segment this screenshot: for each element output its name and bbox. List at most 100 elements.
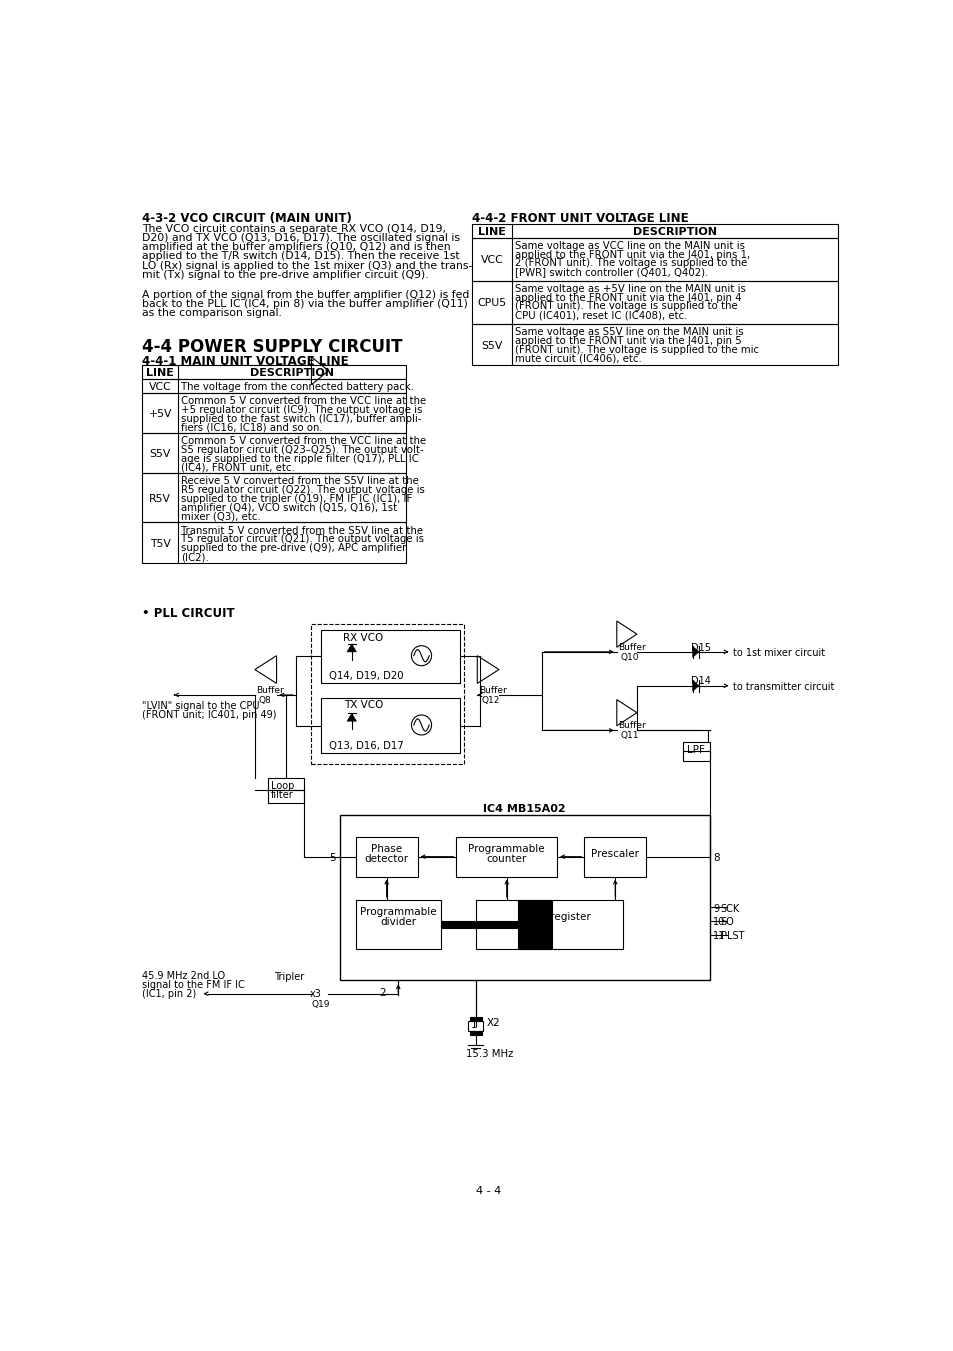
- Text: (IC2).: (IC2).: [181, 553, 209, 562]
- Bar: [142, 473, 406, 523]
- Text: Common 5 V converted from the VCC line at the: Common 5 V converted from the VCC line a…: [181, 396, 426, 407]
- Text: applied to the FRONT unit via the J401, pin 5: applied to the FRONT unit via the J401, …: [515, 336, 741, 346]
- Text: applied to the T/R switch (D14, D15). Then the receive 1st: applied to the T/R switch (D14, D15). Th…: [142, 251, 459, 262]
- Text: Prescaler: Prescaler: [591, 848, 639, 859]
- Text: [PWR] switch controller (Q401, Q402).: [PWR] switch controller (Q401, Q402).: [515, 267, 708, 277]
- Text: Programmable: Programmable: [468, 844, 544, 854]
- Text: S5 regulator circuit (Q23–Q25). The output volt-: S5 regulator circuit (Q23–Q25). The outp…: [181, 444, 423, 455]
- Text: 4-4 POWER SUPPLY CIRCUIT: 4-4 POWER SUPPLY CIRCUIT: [142, 338, 402, 355]
- Text: Tripler: Tripler: [274, 973, 304, 982]
- Text: Q13, D16, D17: Q13, D16, D17: [329, 742, 404, 751]
- Bar: [472, 324, 838, 365]
- Text: Programmable: Programmable: [359, 908, 436, 917]
- Text: 2: 2: [379, 988, 386, 997]
- Text: Q12: Q12: [480, 696, 499, 705]
- Text: DESCRIPTION: DESCRIPTION: [250, 369, 334, 378]
- Text: 15.3 MHz: 15.3 MHz: [466, 1050, 514, 1059]
- Polygon shape: [692, 681, 699, 692]
- Text: mixer (Q3), etc.: mixer (Q3), etc.: [181, 512, 260, 521]
- Bar: [142, 393, 406, 434]
- Bar: [583, 836, 645, 877]
- Text: SO: SO: [720, 917, 734, 928]
- Text: applied to the FRONT unit via the J401, pin 4: applied to the FRONT unit via the J401, …: [515, 293, 741, 303]
- Text: mit (Tx) signal to the pre-drive amplifier circuit (Q9).: mit (Tx) signal to the pre-drive amplifi…: [142, 270, 429, 280]
- Polygon shape: [692, 646, 699, 657]
- Text: 4-4-1 MAIN UNIT VOLTAGE LINE: 4-4-1 MAIN UNIT VOLTAGE LINE: [142, 354, 349, 367]
- Bar: [142, 434, 406, 473]
- Text: (FRONT unit). The voltage is supplied to the: (FRONT unit). The voltage is supplied to…: [515, 301, 737, 312]
- Bar: [311, 624, 464, 765]
- Text: Q19: Q19: [311, 1000, 330, 1009]
- Text: SCK: SCK: [720, 904, 740, 913]
- Text: D20) and TX VCO (Q13, D16, D17). The oscillated signal is: D20) and TX VCO (Q13, D16, D17). The osc…: [142, 232, 460, 243]
- Text: Q14, D19, D20: Q14, D19, D20: [329, 671, 403, 681]
- Text: signal to the FM IF IC: signal to the FM IF IC: [142, 979, 245, 990]
- Bar: [472, 281, 838, 324]
- Text: CPU (IC401), reset IC (IC408), etc.: CPU (IC401), reset IC (IC408), etc.: [515, 311, 687, 320]
- Text: 4 - 4: 4 - 4: [476, 1186, 501, 1196]
- Text: PLST: PLST: [720, 931, 743, 942]
- Bar: [142, 380, 406, 393]
- Text: S5V: S5V: [150, 450, 171, 459]
- Text: 2 (FRONT unit). The voltage is supplied to the: 2 (FRONT unit). The voltage is supplied …: [515, 258, 747, 269]
- Text: Buffer: Buffer: [618, 721, 645, 730]
- Text: A portion of the signal from the buffer amplifier (Q12) is fed: A portion of the signal from the buffer …: [142, 290, 470, 300]
- Text: LO (Rx) signal is applied to the 1st mixer (Q3) and the trans-: LO (Rx) signal is applied to the 1st mix…: [142, 261, 473, 270]
- Bar: [472, 238, 838, 281]
- Text: mute circuit (IC406), etc.: mute circuit (IC406), etc.: [515, 354, 641, 363]
- Text: S5V: S5V: [481, 340, 502, 351]
- Text: 10: 10: [712, 917, 724, 928]
- Text: fiers (IC16, IC18) and so on.: fiers (IC16, IC18) and so on.: [181, 423, 322, 432]
- Text: Same voltage as VCC line on the MAIN unit is: Same voltage as VCC line on the MAIN uni…: [515, 240, 744, 251]
- Text: counter: counter: [486, 854, 526, 863]
- Bar: [517, 900, 551, 948]
- Text: DESCRIPTION: DESCRIPTION: [633, 227, 717, 236]
- Text: D15: D15: [691, 643, 710, 653]
- Text: R5V: R5V: [150, 494, 172, 504]
- Text: 11: 11: [712, 931, 724, 942]
- Text: Buffer: Buffer: [478, 686, 506, 694]
- Bar: [355, 836, 417, 877]
- Text: "LVIN" signal to the CPU: "LVIN" signal to the CPU: [142, 701, 260, 711]
- Text: T5 regulator circuit (Q21). The output voltage is: T5 regulator circuit (Q21). The output v…: [181, 535, 424, 544]
- Text: T5V: T5V: [150, 539, 171, 549]
- Bar: [468, 1021, 483, 1031]
- Text: 4-4-2 FRONT UNIT VOLTAGE LINE: 4-4-2 FRONT UNIT VOLTAGE LINE: [472, 212, 688, 226]
- Text: supplied to the pre-drive (Q9), APC amplifier: supplied to the pre-drive (Q9), APC ampl…: [181, 543, 406, 554]
- Bar: [142, 365, 406, 380]
- Bar: [355, 900, 440, 948]
- Text: to transmitter circuit: to transmitter circuit: [732, 682, 834, 692]
- Text: 45.9 MHz 2nd LO: 45.9 MHz 2nd LO: [142, 970, 226, 981]
- Text: +5V: +5V: [149, 409, 172, 419]
- Bar: [320, 698, 459, 754]
- Text: The VCO circuit contains a separate RX VCO (Q14, D19,: The VCO circuit contains a separate RX V…: [142, 224, 446, 234]
- Text: +5 regulator circuit (IC9). The output voltage is: +5 regulator circuit (IC9). The output v…: [181, 405, 422, 415]
- Text: filter: filter: [271, 790, 294, 800]
- Text: (IC4), FRONT unit, etc.: (IC4), FRONT unit, etc.: [181, 463, 294, 473]
- Text: CPU5: CPU5: [476, 299, 506, 308]
- Bar: [682, 742, 709, 761]
- Text: 8: 8: [712, 852, 719, 863]
- Text: Receive 5 V converted from the S5V line at the: Receive 5 V converted from the S5V line …: [181, 477, 418, 486]
- Bar: [268, 778, 303, 802]
- Text: Transmit 5 V converted from the S5V line at the: Transmit 5 V converted from the S5V line…: [181, 526, 423, 535]
- Text: Buffer: Buffer: [256, 686, 284, 694]
- Bar: [142, 523, 406, 562]
- Text: LPF: LPF: [686, 744, 703, 755]
- Text: (IC1, pin 2): (IC1, pin 2): [142, 989, 196, 1000]
- Text: (FRONT unit; IC401, pin 49): (FRONT unit; IC401, pin 49): [142, 711, 276, 720]
- Text: VCC: VCC: [480, 255, 503, 265]
- Bar: [469, 1017, 481, 1021]
- Text: X2: X2: [486, 1019, 499, 1028]
- Text: amplifier (Q4), VCO switch (Q15, Q16), 1st: amplifier (Q4), VCO switch (Q15, Q16), 1…: [181, 503, 397, 513]
- Bar: [440, 920, 517, 928]
- Text: supplied to the tripler (Q19), FM IF IC (IC1), IF: supplied to the tripler (Q19), FM IF IC …: [181, 494, 412, 504]
- Text: 5: 5: [329, 852, 335, 863]
- Text: (FRONT unit). The voltage is supplied to the mic: (FRONT unit). The voltage is supplied to…: [515, 345, 759, 354]
- Polygon shape: [347, 713, 356, 721]
- Text: Q8: Q8: [258, 696, 272, 705]
- Text: • PLL CIRCUIT: • PLL CIRCUIT: [142, 607, 234, 620]
- Text: 4-3-2 VCO CIRCUIT (MAIN UNIT): 4-3-2 VCO CIRCUIT (MAIN UNIT): [142, 212, 352, 226]
- Text: Same voltage as +5V line on the MAIN unit is: Same voltage as +5V line on the MAIN uni…: [515, 284, 745, 293]
- Text: as the comparison signal.: as the comparison signal.: [142, 308, 282, 319]
